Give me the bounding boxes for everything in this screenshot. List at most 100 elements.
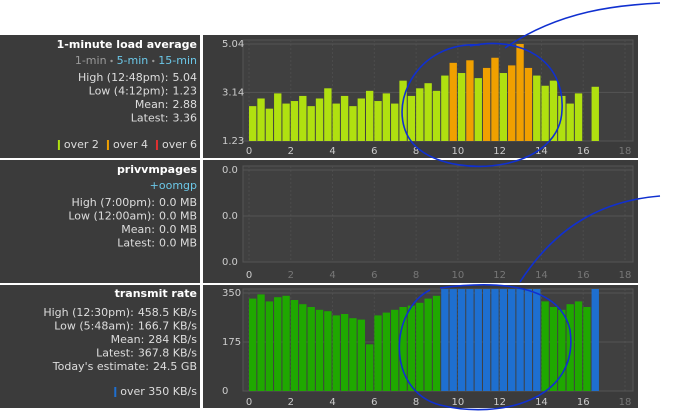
- bar: [257, 98, 265, 141]
- bar: [533, 75, 541, 141]
- view-link[interactable]: 15-min: [158, 54, 197, 67]
- bar: [516, 289, 524, 391]
- bar: [432, 295, 441, 391]
- y-tick-label: 1.23: [222, 136, 244, 147]
- x-tick-label: 16: [577, 397, 590, 408]
- bar: [441, 75, 449, 141]
- bar: [257, 294, 265, 391]
- bar: [349, 106, 357, 141]
- y-tick-label: 0: [222, 386, 228, 397]
- stat-label: Latest:: [117, 237, 155, 250]
- x-tick-label: 2: [288, 146, 294, 157]
- y-tick-label: 350: [222, 288, 241, 299]
- bar: [441, 289, 449, 391]
- bar: [583, 307, 591, 391]
- panel-title: privvmpages: [117, 163, 198, 176]
- bar: [357, 319, 365, 391]
- legend-label: over 2: [64, 138, 99, 151]
- bar: [466, 60, 474, 141]
- legend-swatch: [114, 387, 117, 397]
- x-tick-label: 0: [246, 270, 252, 281]
- bar: [332, 103, 340, 141]
- stat-label: Latest:: [96, 347, 134, 360]
- bar: [549, 307, 558, 391]
- stat-label: High (12:30pm):: [43, 306, 133, 319]
- bar: [324, 88, 332, 141]
- bar: [407, 95, 416, 141]
- bar: [474, 289, 482, 391]
- bar: [349, 318, 357, 391]
- stat-line: Mean: 2.88: [135, 98, 197, 111]
- bar: [391, 309, 399, 391]
- bar: [449, 62, 457, 141]
- stat-line: Mean: 0.0 MB: [121, 223, 197, 236]
- x-tick-label: 10: [452, 270, 465, 281]
- bar: [549, 80, 558, 141]
- view-link[interactable]: +oomgp: [150, 179, 197, 192]
- legend-label: over 4: [113, 138, 148, 151]
- x-tick-label: 18: [619, 270, 632, 281]
- bar: [382, 312, 391, 391]
- stat-label: Mean:: [135, 98, 169, 111]
- legend-label: over 6: [162, 138, 197, 151]
- panel-title: 1-minute load average: [57, 38, 197, 51]
- bar: [558, 309, 566, 391]
- x-tick-label: 4: [329, 270, 335, 281]
- bars: [249, 289, 599, 391]
- bar: [516, 44, 524, 141]
- bar: [407, 305, 416, 391]
- stat-line: High (7:00pm): 0.0 MB: [72, 196, 198, 209]
- bar: [591, 289, 599, 391]
- bar: [574, 93, 583, 141]
- bar: [282, 295, 290, 391]
- x-tick-label: 14: [535, 270, 548, 281]
- bar: [499, 73, 508, 141]
- bar: [541, 85, 549, 141]
- y-tick-label: 3.14: [222, 87, 244, 98]
- bar: [265, 301, 274, 391]
- legend-swatch: [57, 140, 60, 150]
- x-tick-label: 8: [413, 146, 419, 157]
- separator-dot: [152, 59, 155, 63]
- bar: [533, 289, 541, 391]
- bar: [374, 101, 382, 141]
- annotation-line: [519, 195, 661, 283]
- bar: [249, 298, 257, 391]
- bar: [524, 289, 533, 391]
- stat-label: Low (4:12pm):: [89, 85, 169, 98]
- bar: [315, 309, 324, 391]
- view-link[interactable]: 1-min: [75, 54, 107, 67]
- x-tick-label: 6: [371, 146, 377, 157]
- stat-line: Latest: 0.0 MB: [117, 237, 197, 250]
- bar: [340, 314, 349, 391]
- bar: [432, 90, 441, 141]
- plot-area: [242, 165, 634, 263]
- bar: [474, 78, 482, 141]
- x-tick-label: 2: [288, 397, 294, 408]
- stat-value: 3.36: [173, 112, 198, 125]
- bar: [307, 106, 315, 141]
- stat-value: 367.8 KB/s: [138, 347, 197, 360]
- stat-label: Today's estimate:: [52, 360, 149, 373]
- view-link[interactable]: 5-min: [117, 54, 149, 67]
- stat-line: Latest: 3.36: [131, 112, 197, 125]
- x-tick-label: 2: [288, 270, 294, 281]
- legend-swatch: [155, 140, 158, 150]
- hand-annotations: [398, 2, 661, 411]
- bar: [491, 57, 499, 141]
- x-tick-label: 0: [246, 146, 252, 157]
- bar: [574, 301, 583, 391]
- stat-label: Low (5:48am):: [54, 320, 134, 333]
- bar: [591, 86, 599, 141]
- annotation-circle: [398, 284, 572, 411]
- x-tick-label: 14: [535, 397, 548, 408]
- bar: [324, 311, 332, 391]
- legend-label: over 350 KB/s: [120, 385, 197, 398]
- bar: [482, 67, 491, 141]
- bar: [482, 289, 491, 391]
- x-tick-label: 14: [535, 146, 548, 157]
- bar: [365, 90, 374, 141]
- stat-value: 0.0 MB: [159, 196, 197, 209]
- stat-label: Mean:: [121, 223, 155, 236]
